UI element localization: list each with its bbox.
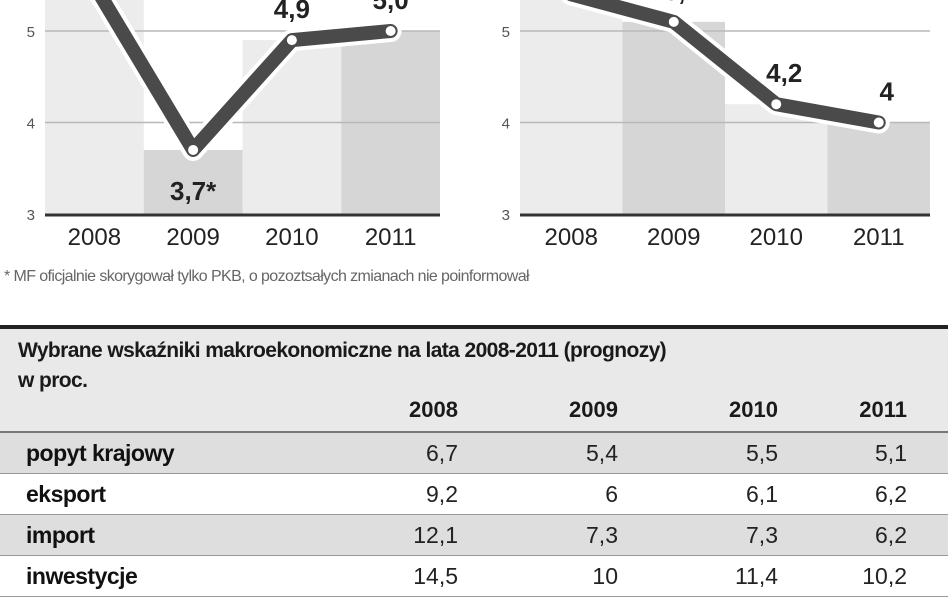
table-row: import 12,1 7,3 7,3 6,2 <box>0 515 948 556</box>
series-line <box>567 0 886 130</box>
table-cell: 6 <box>605 481 618 507</box>
charts: 3 4 5 2008 2009 2010 2011 3,7* 4,9 5,0 3 4 5 2008 2009… <box>27 0 930 251</box>
table-cell: 7,3 <box>586 522 618 548</box>
data-label: 4,2 <box>766 58 802 88</box>
line-chart-2: 3 4 5 2008 2009 2010 2011 5,1 4,2 4 <box>502 0 930 251</box>
indicators-table: Wybrane wskaźniki makroekonomiczne na la… <box>0 325 948 597</box>
x-tick-label: 2009 <box>166 224 219 251</box>
column-bar <box>520 0 623 214</box>
series-line <box>95 0 398 157</box>
table-cell: 10,2 <box>862 563 907 589</box>
y-tick-label: 4 <box>27 116 35 133</box>
data-point <box>771 99 782 110</box>
table-cell: 6,2 <box>875 481 907 507</box>
y-tick-label: 5 <box>27 24 35 41</box>
table-cell: 6,1 <box>746 481 778 507</box>
x-tick-label: 2011 <box>853 224 905 251</box>
y-tick-label: 5 <box>502 24 510 41</box>
table-unit: w proc. <box>18 369 88 392</box>
table-cell: 7,3 <box>746 522 778 548</box>
x-tick-label: 2008 <box>68 224 121 251</box>
x-tick-label: 2011 <box>365 224 417 251</box>
table-cell: 5,5 <box>746 440 778 466</box>
table-cell: 6,7 <box>426 440 458 466</box>
table-row: popyt krajowy 6,7 5,4 5,5 5,1 <box>0 433 948 474</box>
data-point <box>188 144 199 155</box>
row-label: eksport <box>26 481 106 507</box>
table-cell: 14,5 <box>413 563 458 589</box>
table-title: Wybrane wskaźniki makroekonomiczne na la… <box>18 339 667 362</box>
y-tick-label: 3 <box>502 207 510 224</box>
data-point <box>668 16 679 27</box>
data-label: 4 <box>880 77 895 107</box>
row-label: import <box>26 522 95 548</box>
table-cell: 9,2 <box>426 481 458 507</box>
data-point <box>385 26 396 36</box>
column-header: 2009 <box>569 397 618 422</box>
table-cell: 6,2 <box>875 522 907 548</box>
table-cell: 5,1 <box>875 440 907 466</box>
footnote: * MF oficjalnie skorygował tylko PKB, o … <box>4 268 530 285</box>
table-row: inwestycje 14,5 10 11,4 10,2 <box>0 556 948 597</box>
data-label: 5,0 <box>373 0 409 15</box>
table-row: eksport 9,2 6 6,1 6,2 <box>0 474 948 515</box>
x-tick-label: 2010 <box>265 224 318 251</box>
table-cell: 5,4 <box>586 440 618 466</box>
column-header: 2010 <box>729 397 778 422</box>
data-label: 3,7* <box>170 176 217 206</box>
y-tick-label: 4 <box>502 116 510 133</box>
line-chart-1: 3 4 5 2008 2009 2010 2011 3,7* 4,9 5,0 <box>27 0 440 251</box>
column-bar <box>827 122 930 214</box>
data-point <box>873 117 884 128</box>
y-tick-label: 3 <box>27 207 35 224</box>
row-label: inwestycje <box>26 563 138 589</box>
table-header: Wybrane wskaźniki makroekonomiczne na la… <box>0 329 948 433</box>
data-label: 4,9 <box>274 0 310 24</box>
column-header: 2011 <box>859 397 907 422</box>
x-tick-label: 2008 <box>545 224 598 251</box>
column-header: 2008 <box>409 397 458 422</box>
table-cell: 12,1 <box>413 522 458 548</box>
row-label: popyt krajowy <box>26 440 175 466</box>
table-cell: 10 <box>592 563 618 589</box>
x-tick-label: 2009 <box>647 224 700 251</box>
data-label: 5,1 <box>664 0 700 6</box>
x-tick-label: 2010 <box>750 224 803 251</box>
table-cell: 11,4 <box>734 563 778 589</box>
data-point <box>286 35 297 46</box>
